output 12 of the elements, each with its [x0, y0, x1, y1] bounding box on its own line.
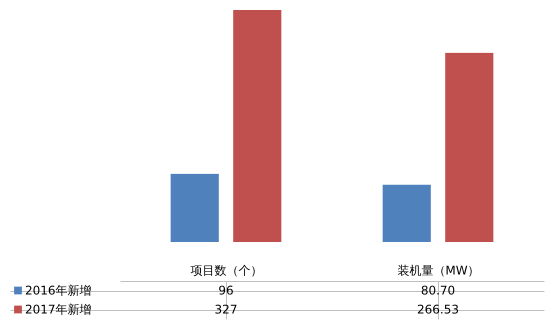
bar [233, 10, 282, 242]
data-label: 266.53 [417, 302, 459, 316]
bar [445, 52, 494, 242]
x-tick-label: 装机量（MW） [397, 264, 480, 278]
bar [382, 184, 431, 242]
data-label: 80.70 [420, 284, 456, 298]
data-label: 327 [214, 302, 238, 316]
bar [170, 174, 219, 242]
legend-label: 2016年新增 [25, 284, 92, 298]
legend-label: 2017年新增 [25, 302, 92, 316]
data-label: 96 [218, 284, 234, 298]
x-tick-label: 项目数（个） [190, 264, 262, 278]
